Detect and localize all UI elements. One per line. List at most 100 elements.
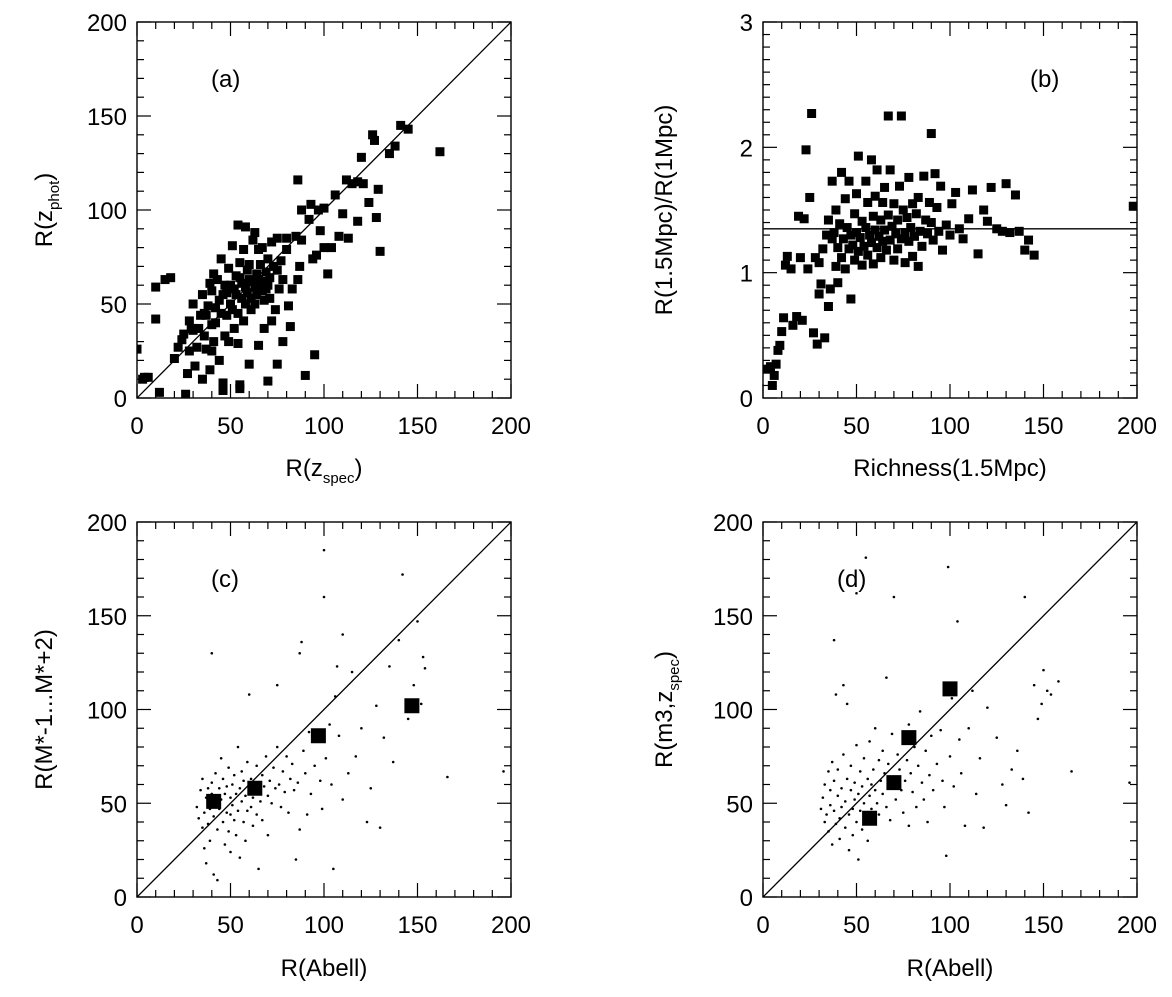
data-point bbox=[350, 670, 354, 674]
data-point bbox=[419, 702, 423, 706]
data-point bbox=[876, 253, 886, 263]
data-point bbox=[406, 717, 410, 721]
data-point bbox=[773, 345, 783, 355]
data-point bbox=[229, 850, 232, 854]
data-point bbox=[1128, 781, 1131, 784]
data-point bbox=[238, 856, 242, 859]
data-point bbox=[941, 779, 944, 783]
data-point bbox=[883, 210, 893, 220]
data-point bbox=[892, 595, 896, 599]
data-point bbox=[181, 389, 191, 398]
data-point bbox=[298, 828, 301, 831]
data-point bbox=[324, 756, 328, 760]
data-point bbox=[188, 325, 198, 335]
data-point bbox=[293, 175, 303, 185]
data-point bbox=[207, 286, 217, 296]
data-point bbox=[930, 169, 940, 179]
data-point bbox=[831, 205, 841, 215]
data-point bbox=[221, 820, 225, 824]
binned-mean-marker bbox=[404, 698, 420, 714]
data-point bbox=[223, 792, 227, 796]
data-point bbox=[201, 826, 204, 829]
data-point bbox=[903, 779, 907, 783]
data-point bbox=[866, 238, 876, 248]
data-point bbox=[779, 313, 789, 323]
data-point bbox=[915, 805, 918, 809]
data-point bbox=[214, 295, 224, 305]
data-point bbox=[858, 809, 862, 813]
data-point bbox=[194, 323, 204, 333]
data-point bbox=[1005, 228, 1015, 238]
data-point bbox=[227, 305, 237, 315]
data-point bbox=[868, 794, 871, 798]
data-point bbox=[877, 758, 881, 762]
data-point bbox=[909, 771, 913, 775]
data-point bbox=[312, 250, 322, 260]
panel-b: 0 50 100 150 200 0 1 2 3 (b) Richness(1.5Mpc) R(1.5… bbox=[651, 10, 1157, 482]
data-point bbox=[1036, 717, 1040, 721]
y-tick-label: 0 bbox=[114, 885, 127, 912]
data-point bbox=[881, 245, 891, 255]
data-point bbox=[837, 253, 847, 263]
data-point bbox=[820, 333, 830, 343]
data-point bbox=[330, 783, 333, 786]
data-point bbox=[842, 753, 845, 756]
data-point bbox=[233, 338, 243, 348]
data-point bbox=[1001, 179, 1011, 189]
data-point bbox=[265, 273, 275, 283]
data-point bbox=[819, 807, 823, 811]
data-point bbox=[254, 340, 264, 350]
data-point bbox=[786, 264, 796, 274]
data-point bbox=[889, 199, 899, 209]
data-point bbox=[244, 359, 254, 369]
data-point bbox=[277, 783, 281, 786]
data-point bbox=[891, 229, 901, 239]
data-point bbox=[974, 792, 978, 796]
data-point bbox=[964, 214, 974, 224]
data-point bbox=[922, 798, 926, 801]
data-point bbox=[209, 269, 219, 279]
data-point bbox=[1023, 595, 1027, 599]
y-tick-label: 100 bbox=[713, 698, 753, 725]
data-point bbox=[232, 773, 236, 777]
data-point bbox=[888, 818, 892, 822]
data-point bbox=[858, 770, 862, 773]
data-point bbox=[850, 209, 860, 219]
data-point bbox=[205, 365, 215, 375]
data-point bbox=[205, 278, 215, 288]
data-point bbox=[263, 280, 273, 290]
data-point bbox=[341, 798, 345, 801]
data-point bbox=[834, 693, 838, 696]
data-point bbox=[862, 801, 866, 805]
data-point bbox=[881, 749, 884, 753]
data-point bbox=[319, 243, 329, 253]
data-point bbox=[244, 794, 247, 798]
data-point bbox=[203, 301, 213, 311]
data-point bbox=[1057, 680, 1060, 683]
data-point bbox=[908, 199, 918, 209]
data-point bbox=[913, 192, 923, 202]
x-tick-label: 200 bbox=[491, 413, 531, 440]
data-point bbox=[769, 370, 779, 380]
data-point bbox=[825, 284, 835, 294]
data-point bbox=[229, 813, 232, 816]
data-point bbox=[945, 230, 955, 240]
data-point bbox=[275, 745, 279, 749]
data-point bbox=[222, 288, 232, 298]
series-clusters bbox=[195, 548, 505, 882]
data-point bbox=[886, 762, 890, 766]
data-point bbox=[900, 258, 910, 268]
data-point bbox=[895, 181, 905, 191]
data-point bbox=[446, 775, 449, 779]
data-point bbox=[206, 822, 210, 826]
data-point bbox=[879, 779, 883, 783]
data-point bbox=[204, 861, 208, 865]
x-tick-label: 50 bbox=[843, 912, 870, 939]
data-point bbox=[236, 809, 240, 813]
data-point bbox=[322, 595, 326, 599]
data-point bbox=[274, 786, 277, 790]
data-point bbox=[268, 779, 272, 783]
data-point bbox=[840, 786, 843, 790]
data-point bbox=[893, 215, 903, 225]
data-point bbox=[184, 316, 194, 326]
